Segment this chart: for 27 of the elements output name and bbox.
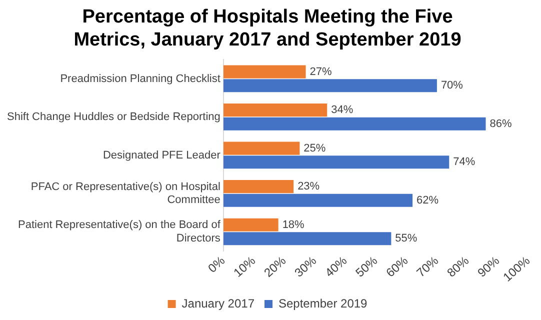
y-tick-label: Shift Change Huddles or Bedside Reporting [6,111,220,124]
data-label: 34% [331,104,354,116]
x-tick-label: 60% [383,253,411,280]
legend-label: January 2017 [182,296,255,310]
x-tick-label: 30% [292,253,320,280]
x-tick-label: 10% [230,253,258,280]
data-label: 18% [282,218,305,231]
data-label: 23% [298,180,320,193]
y-tick-label: Patient Representative(s) on the Board of Directors [18,219,222,244]
x-tick-label: 70% [414,253,442,280]
data-label: 25% [304,142,326,154]
x-tick-label: 80% [444,253,472,280]
data-label: 27% [310,66,332,78]
data-label: 62% [416,194,439,206]
data-label: 86% [490,118,512,130]
data-label: 70% [440,80,464,92]
x-tick-label: 90% [474,253,502,280]
y-tick-label: PFAC or Representative(s) on Hospital Committee [30,180,220,206]
x-tick-label: 0% [205,253,228,276]
x-tick-label: 50% [352,253,380,280]
y-tick-label: Designated PFE Leader [102,149,221,162]
data-label: 74% [453,156,476,168]
legend-label: September 2019 [278,296,368,310]
data-label: 55% [395,232,418,245]
chart-title: Percentage of Hospitals Meeting the Five Metrics, January 2017 and September 2019 [74,6,462,50]
x-tick-label: 40% [322,253,350,280]
y-tick-label: Preadmission Planning Checklist [60,72,220,85]
